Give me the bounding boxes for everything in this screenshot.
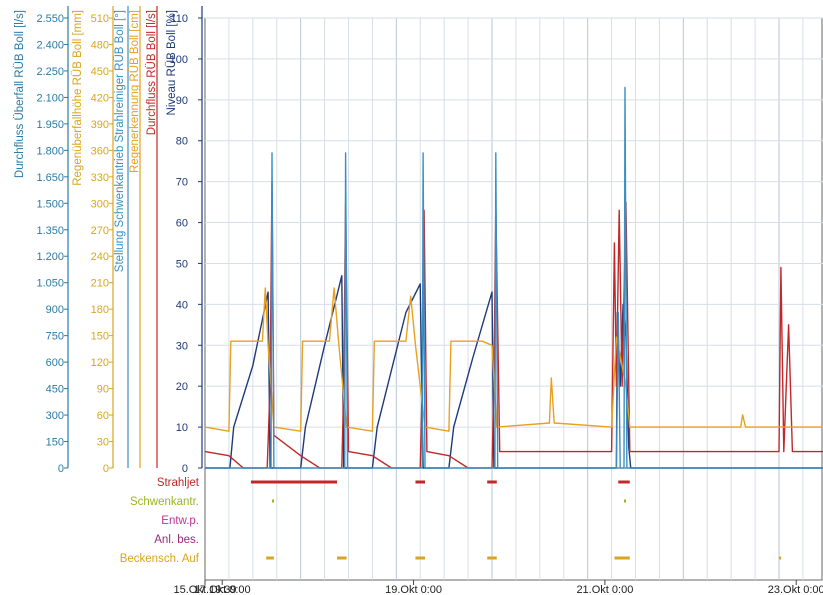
ueberfall-tick-label: 2.400 [36, 39, 64, 51]
status-label-3: Anl. bes. [154, 534, 199, 546]
regenhoehe-axis-title: Regenüberfallhöhe RÜB Boll [mm] [72, 10, 84, 186]
ueberfall-tick-label: 1.650 [36, 172, 64, 184]
ueberfall-tick-label: 1.050 [36, 278, 64, 290]
niveau-tick-label: 30 [176, 340, 188, 352]
ueberfall-tick-label: 600 [46, 357, 64, 369]
ueberfall-tick-label: 1.500 [36, 198, 64, 210]
durchfluss-axis-title: Durchfluss RÜB Boll [l/s] [146, 10, 158, 135]
niveau-tick-label: 0 [182, 463, 188, 475]
ueberfall-tick-label: 1.800 [36, 145, 64, 157]
regenhoehe-tick-label: 60 [97, 410, 109, 422]
ueberfall-tick-label: 450 [46, 384, 64, 396]
regenhoehe-tick-label: 120 [91, 357, 109, 369]
series-line [204, 287, 823, 432]
ueberfall-tick-label: 1.950 [36, 119, 64, 131]
status-event-bar [487, 480, 497, 484]
niveau-tick-label: 10 [176, 422, 188, 434]
niveau-axis-title: Niveau RÜB Boll [%] [166, 10, 178, 115]
status-label-0: Strahljet [157, 477, 200, 489]
series-layer [204, 86, 823, 469]
niveau-tick-label: 110 [170, 13, 188, 25]
regenhoehe-tick-label: 420 [91, 92, 109, 104]
niveau-tick-label: 80 [176, 136, 188, 148]
ueberfall-tick-label: 300 [46, 410, 64, 422]
ueberfall-tick-label: 750 [46, 331, 64, 343]
regenhoehe-tick-label: 210 [91, 278, 109, 290]
niveau-tick-label: 100 [170, 54, 188, 66]
status-event-bar [614, 556, 630, 560]
regenhoehe-tick-label: 270 [91, 225, 109, 237]
plot-frame [204, 17, 823, 581]
grid [204, 17, 823, 581]
regenhoehe-tick-label: 390 [91, 119, 109, 131]
ueberfall-tick-label: 2.100 [36, 92, 64, 104]
stellung-axis-title: Stellung Schwenkantrieb Strahlreiniger R… [114, 10, 126, 272]
ueberfall-tick-label: 0 [58, 463, 64, 475]
series-line [205, 86, 823, 469]
niveau-tick-label: 70 [176, 177, 188, 189]
regenhoehe-tick-label: 480 [91, 39, 109, 51]
status-event-bar [624, 499, 627, 503]
status-label-1: Schwenkantr. [130, 496, 199, 508]
x-tick-label: 17.Okt 0:00 [194, 584, 251, 595]
status-label-2: Entw.p. [161, 515, 199, 527]
regenhoehe-tick-label: 330 [91, 172, 109, 184]
regenhoehe-tick-label: 90 [97, 384, 109, 396]
regenhoehe-tick-label: 450 [91, 66, 109, 78]
ueberfall-tick-label: 2.250 [36, 66, 64, 78]
ueberfall-tick-label: 150 [46, 437, 64, 449]
regenhoehe-tick-label: 150 [91, 331, 109, 343]
status-event-bar [266, 556, 274, 560]
status-event-bar [250, 480, 338, 484]
status-event-bar [271, 499, 274, 503]
status-label-4: Beckensch. Auf [120, 553, 200, 565]
regenhoehe-tick-label: 180 [91, 304, 109, 316]
x-tick-label: 21.Okt 0:00 [576, 584, 633, 595]
status-event-bar [487, 556, 497, 560]
status-event-bar [415, 480, 426, 484]
x-tick-label: 19.Okt 0:00 [385, 584, 442, 595]
series-line [204, 180, 823, 469]
ueberfall-tick-label: 1.200 [36, 251, 64, 263]
ueberfall-tick-label: 2.550 [36, 13, 64, 25]
x-tick-label: 23.Okt 0:00 [768, 584, 823, 595]
status-event-bar [337, 556, 347, 560]
axes: 01503004506007509001.0501.2001.3501.5001… [14, 6, 203, 475]
ueberfall-tick-label: 900 [46, 304, 64, 316]
regenhoehe-tick-label: 240 [91, 251, 109, 263]
niveau-tick-label: 40 [176, 299, 188, 311]
regenhoehe-tick-label: 0 [103, 463, 109, 475]
ueberfall-tick-label: 1.350 [36, 225, 64, 237]
status-event-bar [618, 480, 630, 484]
regenhoehe-tick-label: 510 [91, 13, 109, 25]
niveau-tick-label: 90 [176, 95, 188, 107]
niveau-tick-label: 20 [176, 381, 188, 393]
status-event-bar [415, 556, 426, 560]
regenhoehe-tick-label: 30 [97, 437, 109, 449]
regenerkennung-axis-title: Regenerkennung RÜB Boll [cm] [129, 10, 141, 173]
ueberfall-axis-title: Durchfluss Überfall RÜB Boll [l/s] [14, 10, 26, 178]
niveau-tick-label: 60 [176, 218, 188, 230]
regenhoehe-tick-label: 360 [91, 145, 109, 157]
niveau-tick-label: 50 [176, 258, 188, 270]
status-event-bar [778, 556, 781, 560]
x-tick-label: 15.Okt 19:39 [174, 584, 237, 595]
regenhoehe-tick-label: 300 [91, 198, 109, 210]
status-panel: Strahljet Schwenkantr. Entw.p. Anl. bes. Bec… [120, 477, 781, 565]
